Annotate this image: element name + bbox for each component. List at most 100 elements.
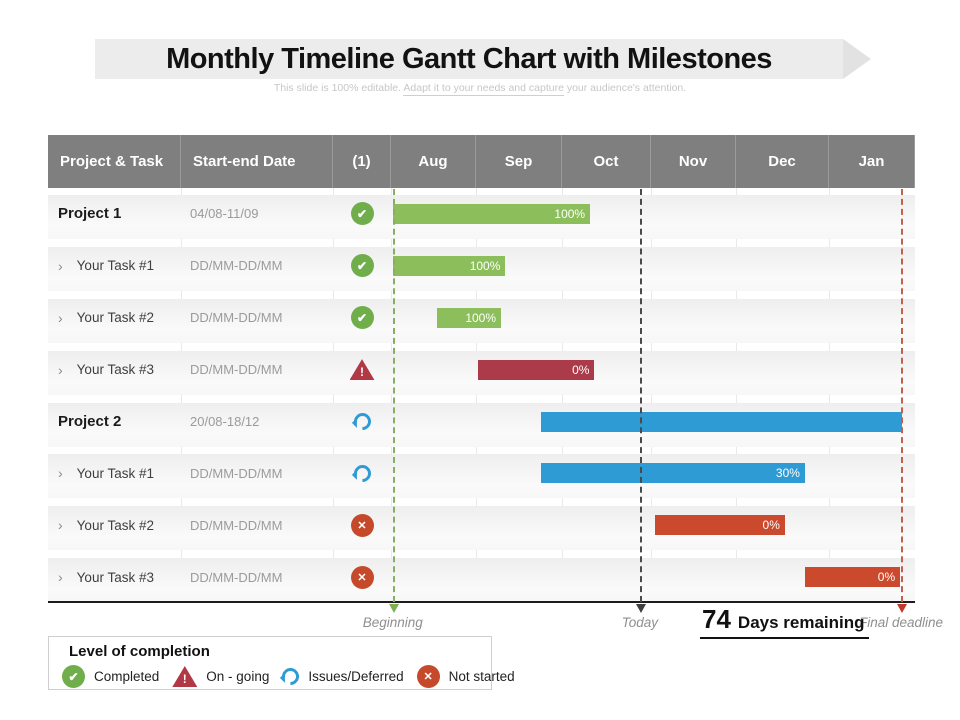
chevron-right-icon: › xyxy=(58,257,63,274)
column-separator xyxy=(391,188,392,603)
date-label: DD/MM-DD/MM xyxy=(190,362,283,378)
column-separator xyxy=(181,188,182,603)
banner-arrow-icon xyxy=(843,39,871,79)
gantt-bar: 0% xyxy=(478,359,595,380)
task-name-label: Your Task #2 xyxy=(76,517,154,533)
column-header-nov: Nov xyxy=(651,135,736,188)
gantt-bar xyxy=(541,411,902,432)
project-name-label: Project 1 xyxy=(58,205,122,223)
legend-item-label: Not started xyxy=(448,669,515,684)
days-remaining-value: 74 xyxy=(702,604,731,634)
task-name-label: Your Task #2 xyxy=(76,310,154,326)
subtitle-part: This slide is 100% editable. xyxy=(273,82,404,94)
chevron-right-icon: › xyxy=(58,361,63,378)
legend-item-not-started: ✕ Not started xyxy=(416,665,515,688)
column-header-dec: Dec xyxy=(736,135,829,188)
date-label: 20/08-18/12 xyxy=(190,413,260,429)
today-label: Today xyxy=(621,615,659,630)
column-separator xyxy=(333,188,334,603)
gantt-bar: 100% xyxy=(392,255,506,276)
status-cell: ✕ xyxy=(333,499,391,551)
check-circle-icon: ✔ xyxy=(62,665,85,688)
column-header-sep: Sep xyxy=(476,135,562,188)
date-cell: DD/MM-DD/MM xyxy=(190,447,325,499)
gantt-bar: 100% xyxy=(392,204,591,224)
project-name-label: Project 2 xyxy=(58,412,122,430)
gantt-bar: 0% xyxy=(804,567,901,588)
status-cell: ! xyxy=(333,344,391,396)
task-name-label: Your Task #3 xyxy=(76,569,154,585)
legend-item-completed: ✔ Completed xyxy=(62,665,159,688)
legend-items: ✔ Completed! On - going Issues/Deferred ✕ Not… xyxy=(62,664,515,689)
legend-item-issues-deferred: Issues/Deferred xyxy=(278,664,404,689)
status-cell: ✕ xyxy=(333,551,391,603)
legend-item-on-going: ! On - going xyxy=(172,666,269,687)
final-deadline-label: Final deadline xyxy=(858,615,944,630)
date-label: DD/MM-DD/MM xyxy=(190,569,283,585)
chevron-right-icon: › xyxy=(58,309,63,326)
chevron-right-icon: › xyxy=(58,569,63,586)
status-cell: ✔ xyxy=(333,292,391,344)
date-cell: DD/MM-DD/MM xyxy=(190,292,325,344)
column-separator xyxy=(562,188,563,603)
date-label: DD/MM-DD/MM xyxy=(190,465,283,481)
gantt-bar: 0% xyxy=(654,515,785,536)
column-header-oct: Oct xyxy=(562,135,651,188)
date-label: DD/MM-DD/MM xyxy=(190,310,283,326)
subtitle-part: your audience's attention. xyxy=(563,82,687,94)
gantt-bar-label: 0% xyxy=(877,570,896,585)
x-circle-icon: ✕ xyxy=(350,565,374,589)
completion-legend: Level of completion ✔ Completed! On - goin… xyxy=(48,636,515,690)
check-circle-icon: ✔ xyxy=(350,254,374,278)
beginning-arrow-icon xyxy=(388,604,399,613)
subtitle: This slide is 100% editable. Adapt it to… xyxy=(0,82,960,96)
column-header-project-task: Project & Task xyxy=(48,135,181,188)
date-cell: DD/MM-DD/MM xyxy=(190,240,325,292)
column-header--1-: (1) xyxy=(333,135,391,188)
title-banner: Monthly Timeline Gantt Chart with Milest… xyxy=(95,39,843,79)
gantt-bar-label: 100% xyxy=(469,258,501,273)
chevron-right-icon: › xyxy=(58,465,63,482)
date-cell: DD/MM-DD/MM xyxy=(190,344,325,396)
beginning-line xyxy=(392,189,395,602)
check-circle-icon: ✔ xyxy=(350,202,374,226)
gantt-bar-label: 100% xyxy=(465,310,497,325)
x-circle-icon: ✕ xyxy=(416,665,440,688)
legend-item-label: On - going xyxy=(206,669,270,684)
task-name: › Your Task #1 xyxy=(58,447,180,499)
column-header-jan: Jan xyxy=(829,135,915,188)
today-line xyxy=(639,189,642,602)
task-name: › Your Task #3 xyxy=(58,344,180,396)
gantt-bar-label: 30% xyxy=(775,466,800,481)
date-label: 04/08-11/09 xyxy=(190,206,259,222)
status-cell: ✔ xyxy=(333,188,391,240)
days-remaining-label: Days remaining xyxy=(737,613,865,632)
column-separator xyxy=(651,188,652,603)
date-label: DD/MM-DD/MM xyxy=(190,258,283,274)
check-circle-icon: ✔ xyxy=(350,306,374,330)
task-name-label: Your Task #1 xyxy=(76,258,154,274)
beginning-label: Beginning xyxy=(362,615,423,630)
final-deadline-line xyxy=(901,189,904,602)
legend-item-label: Completed xyxy=(94,669,160,684)
date-label: DD/MM-DD/MM xyxy=(190,517,283,533)
gantt-bar-label: 0% xyxy=(762,518,780,533)
warning-triangle-icon: ! xyxy=(172,666,198,687)
warning-triangle-icon: ! xyxy=(349,359,375,381)
page-title: Monthly Timeline Gantt Chart with Milest… xyxy=(166,43,772,75)
column-separator xyxy=(829,188,830,603)
gantt-bar-label: 100% xyxy=(554,207,586,221)
status-cell xyxy=(333,396,391,448)
refresh-icon xyxy=(349,409,375,434)
refresh-icon xyxy=(278,664,303,689)
date-cell: 04/08-11/09 xyxy=(190,188,325,240)
legend-item-label: Issues/Deferred xyxy=(308,669,404,684)
date-cell: DD/MM-DD/MM xyxy=(190,499,325,551)
timeline-axis xyxy=(48,601,915,603)
column-header-aug: Aug xyxy=(391,135,476,188)
task-name: › Your Task #1 xyxy=(58,240,180,292)
status-cell xyxy=(333,447,391,499)
task-name: › Your Task #3 xyxy=(58,551,180,603)
column-header-start-end-date: Start-end Date xyxy=(181,135,333,188)
